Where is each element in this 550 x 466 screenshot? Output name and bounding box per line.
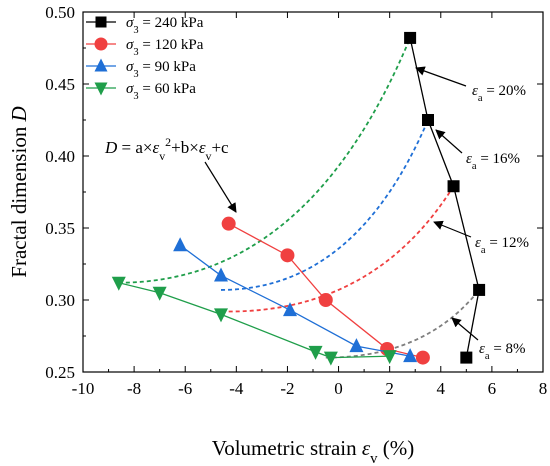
annotations: D = a×εv2+b×εv+c εa = 20% εa = 16% εa = 12%…: [104, 66, 529, 362]
data-point-triangle-down: [94, 82, 108, 96]
data-point-square: [95, 16, 107, 28]
data-point-square: [460, 351, 473, 364]
data-point-circle: [280, 248, 295, 263]
data-point-triangle-down: [111, 276, 126, 291]
fit-curve: [220, 119, 429, 291]
legend-label: σ3 = 90 kPa: [126, 59, 196, 80]
x-tick-label: -4: [229, 379, 244, 398]
data-point-triangle-down: [308, 345, 323, 360]
strain-level-arrow: [451, 317, 479, 341]
y-axis-title: Fractal dimension D: [7, 106, 31, 277]
strain-level-arrow: [435, 129, 463, 154]
data-point-circle: [221, 216, 236, 231]
data-series: [111, 31, 486, 366]
strain-level-label: εa = 16%: [466, 151, 520, 172]
fit-curve: [325, 289, 480, 359]
x-tick-label: -8: [127, 379, 141, 398]
fit-curve: [118, 37, 411, 284]
axes: -10 -8 -6 -4 -2 0 2 4 6 8 0.25 0.30 0.35 0.40 0.45 0.50…: [7, 3, 547, 466]
y-tick-label: 0.50: [45, 3, 75, 22]
data-point-triangle-down: [214, 308, 228, 323]
x-tick-label: 2: [385, 379, 394, 398]
y-tick-label: 0.40: [45, 147, 75, 166]
data-point-square: [473, 283, 486, 296]
strain-level-label: εa = 20%: [472, 83, 526, 104]
data-point-triangle-down: [382, 350, 397, 365]
strain-level-label: εa = 12%: [475, 235, 529, 256]
series-line: [409, 37, 480, 358]
data-point-circle: [415, 350, 430, 365]
fit-curve: [228, 185, 455, 313]
equation-arrow: [204, 161, 237, 213]
y-tick-label: 0.25: [45, 363, 75, 382]
x-tick-label: 0: [334, 379, 343, 398]
x-tick-label: -2: [280, 379, 294, 398]
data-point-triangle-up: [214, 267, 228, 282]
x-tick-label: 8: [539, 379, 548, 398]
x-tick-label: -10: [72, 379, 95, 398]
equation-label: D = a×εv2+b×εv+c: [104, 135, 229, 163]
data-point-circle: [318, 293, 333, 307]
strain-level-arrow: [433, 220, 472, 238]
data-point-square: [447, 180, 460, 193]
data-point-square: [404, 31, 417, 44]
data-point-triangle-up: [283, 302, 297, 317]
legend-label: σ3 = 60 kPa: [126, 81, 196, 102]
data-point-triangle-up: [349, 338, 364, 353]
x-axis-title: Volumetric strain εv (%): [212, 436, 414, 466]
strain-level-label: εa = 8%: [479, 341, 526, 362]
data-point-triangle-down: [323, 351, 338, 366]
data-point-triangle-up: [173, 237, 188, 252]
y-tick-label: 0.45: [45, 75, 75, 94]
x-tick-label: -6: [178, 379, 192, 398]
strain-level-arrow: [415, 66, 467, 87]
legend-label: σ3 = 120 kPa: [126, 37, 204, 58]
series-line: [228, 223, 424, 359]
data-point-triangle-down: [152, 286, 167, 301]
legend-label: σ3 = 240 kPa: [126, 15, 204, 36]
data-point-circle: [94, 37, 108, 51]
data-point-triangle-up: [403, 348, 418, 363]
series-line: [118, 282, 390, 359]
x-tick-label: 4: [437, 379, 446, 398]
y-tick-label: 0.30: [45, 291, 75, 310]
x-tick-label: 6: [488, 379, 497, 398]
data-point-square: [422, 114, 434, 126]
y-tick-label: 0.35: [45, 219, 75, 238]
data-point-triangle-up: [94, 58, 108, 72]
